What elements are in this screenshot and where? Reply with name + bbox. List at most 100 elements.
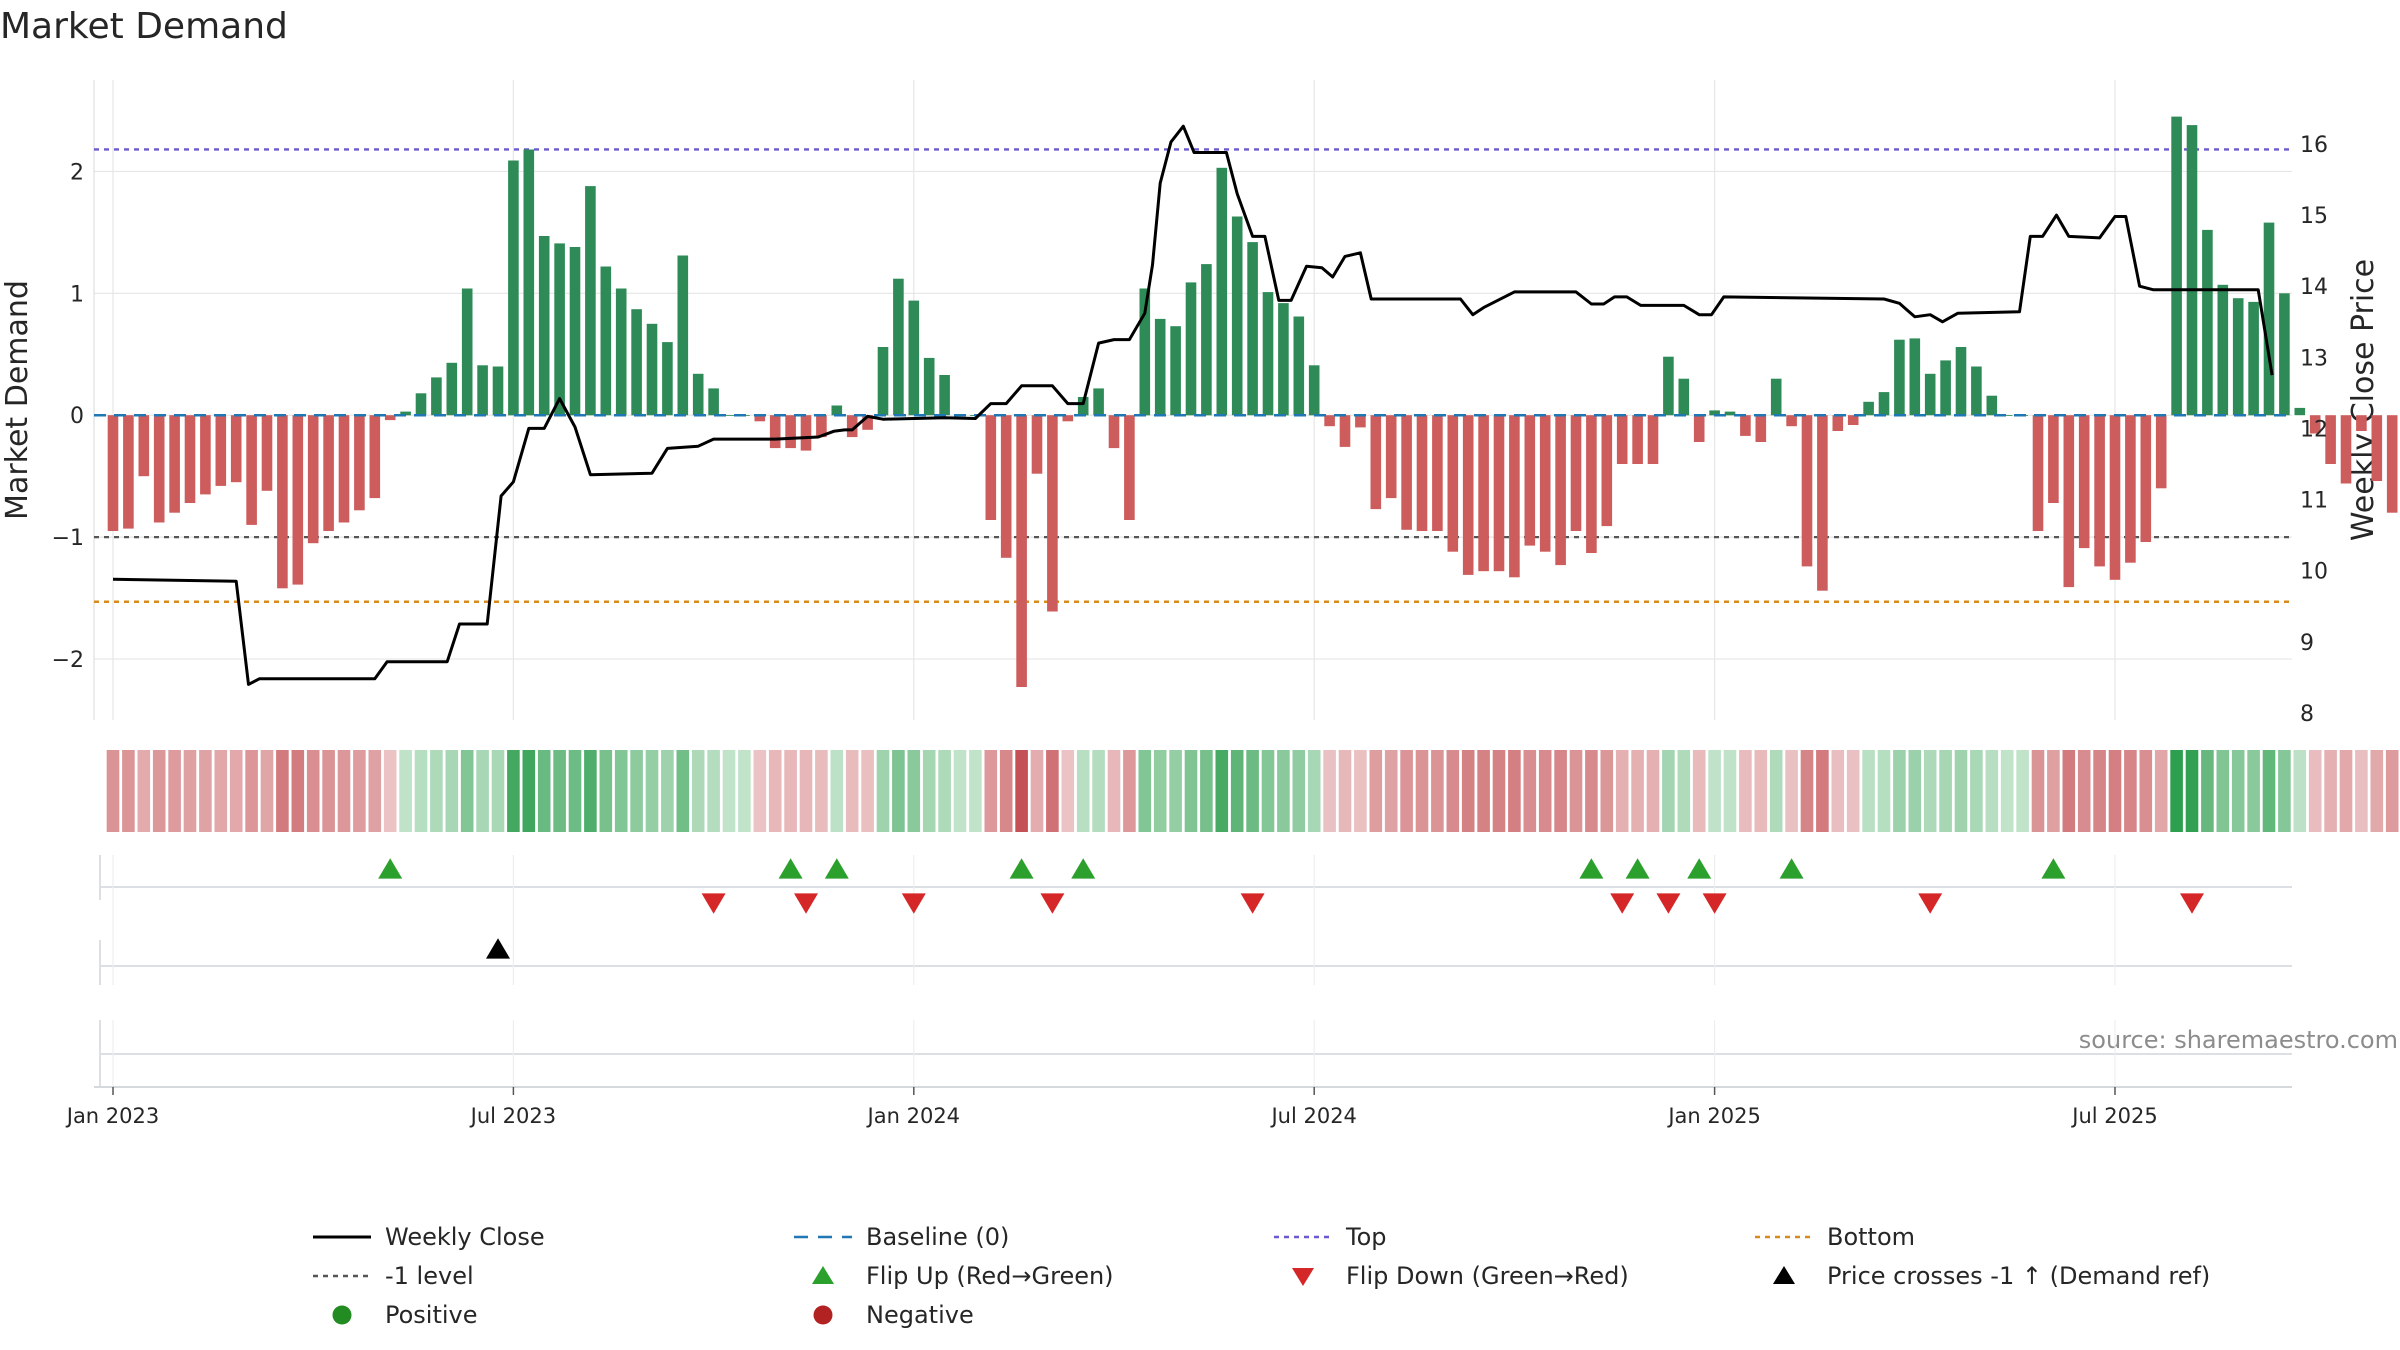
demand-bar-positive (662, 342, 673, 416)
demand-bar-positive (400, 411, 411, 416)
demand-bar-negative (1647, 415, 1659, 464)
y-axis-right-title: Weekly Close Price (2346, 259, 2381, 541)
heat-strip-cell (2247, 750, 2260, 832)
flip-down-marker (1040, 893, 1065, 914)
demand-bar-positive (677, 255, 689, 416)
heat-strip-cell (1939, 750, 1952, 832)
legend-label: Top (1345, 1223, 1387, 1251)
heat-strip-cell (1046, 750, 1059, 832)
flip-up-marker (378, 858, 403, 879)
y-tick-left-label: 0 (70, 404, 84, 429)
heat-strip-cell (1446, 750, 1460, 832)
demand-bar-negative (1324, 415, 1335, 427)
legend-item-flip-down: Flip Down (Green→Red) (1292, 1262, 1629, 1290)
heat-strip-cell (1415, 750, 1429, 832)
heat-strip-cell (1523, 750, 1537, 832)
y-tick-left-label: 1 (70, 282, 84, 307)
demand-bar-negative (323, 415, 334, 531)
demand-bar-positive (1863, 401, 1874, 416)
heat-strip-cell (1723, 750, 1737, 832)
flip-up-marker (1579, 858, 1604, 879)
demand-bar-negative (1616, 415, 1628, 464)
heat-strip-cell (214, 750, 228, 832)
demand-bar-negative (769, 415, 781, 449)
heat-strip-cell (1708, 750, 1721, 832)
heat-strip-cell (522, 750, 536, 832)
heat-strip-cell (2216, 750, 2230, 832)
demand-bar-positive (723, 415, 735, 416)
legend-swatch-triangle-up (812, 1266, 834, 1284)
demand-bar-negative (985, 415, 997, 520)
flip-down-marker (1656, 893, 1681, 914)
legend-item-positive: Positive (332, 1301, 478, 1329)
heat-strip-cell (1092, 750, 1105, 832)
heat-strip-cell (306, 750, 320, 832)
demand-bar-negative (1786, 415, 1797, 427)
heat-strip-cell (1292, 750, 1306, 832)
heat-strip-cell (1369, 750, 1383, 832)
demand-bar-negative (1570, 415, 1582, 531)
flip-down-marker (701, 893, 726, 914)
demand-bar-positive (585, 186, 596, 416)
demand-bar-negative (153, 415, 165, 523)
legend-item-minus-one: -1 level (313, 1262, 474, 1290)
flip-up-marker (1071, 858, 1096, 879)
y-tick-right-label: 10 (2300, 560, 2328, 585)
heat-strip-cell (1107, 750, 1121, 832)
demand-bar-negative (1339, 415, 1351, 447)
demand-bar-negative (2078, 415, 2090, 549)
demand-bar-negative (1000, 415, 1012, 558)
demand-bar-negative (1539, 415, 1551, 552)
heat-strip-cell (2139, 750, 2153, 832)
heat-strip-cell (1569, 750, 1583, 832)
y-tick-right-label: 15 (2300, 204, 2328, 229)
flip-up-marker (1687, 858, 1712, 879)
demand-bar-negative (307, 415, 319, 544)
demand-bar-positive (1770, 378, 1782, 416)
demand-bar-positive (1201, 264, 1212, 416)
demand-bar-positive (415, 393, 427, 416)
heat-strip-cell (1384, 750, 1398, 832)
demand-bar-negative (1755, 415, 1767, 442)
heat-strip-cell (1431, 750, 1444, 832)
heat-strip-cell (1646, 750, 1660, 832)
demand-bar-positive (1709, 410, 1720, 416)
demand-bar-negative (1509, 415, 1520, 578)
demand-bar-negative (169, 415, 180, 513)
heat-strip-cell (2093, 750, 2106, 832)
legend-label: Negative (866, 1301, 974, 1329)
legend-label: Baseline (0) (866, 1223, 1009, 1251)
legend-item-bottom: Bottom (1755, 1223, 1915, 1251)
heat-strip-cell (276, 750, 289, 832)
heat-strip-cell (430, 750, 443, 832)
demand-bar-negative (862, 415, 873, 430)
demand-bar-negative (2140, 415, 2152, 542)
demand-bar-positive (569, 247, 581, 416)
demand-bar-positive (508, 160, 519, 416)
y-tick-right-label: 9 (2300, 631, 2314, 656)
demand-bar-positive (1986, 395, 1998, 416)
heat-strip-cell (1846, 750, 1860, 832)
demand-bar-negative (2309, 415, 2321, 434)
x-tick-label: Jan 2023 (65, 1104, 160, 1128)
heat-strip-cell (1138, 750, 1152, 832)
demand-bar-negative (1385, 415, 1397, 499)
demand-bar-positive (1278, 303, 1289, 416)
heat-strip-cell (2370, 750, 2384, 832)
heat-strip-cell (1477, 750, 1490, 832)
heat-strip-cell (2108, 750, 2122, 832)
demand-bar-positive (477, 365, 488, 416)
heat-strip-cell (922, 750, 936, 832)
demand-bar-negative (816, 415, 827, 438)
heat-strip-cell (2185, 750, 2199, 832)
heat-strip-cell (1769, 750, 1783, 832)
demand-bar-positive (923, 357, 935, 416)
demand-bar-negative (2371, 415, 2383, 481)
heat-strip-cell (322, 750, 335, 832)
heat-strip-cell (337, 750, 351, 832)
demand-bar-positive (2186, 125, 2198, 416)
heat-strip-cell (383, 750, 397, 832)
legend-label: Price crosses -1 ↑ (Demand ref) (1827, 1262, 2210, 1290)
heat-strip-cell (1261, 750, 1275, 832)
heat-strip-cell (1508, 750, 1521, 832)
